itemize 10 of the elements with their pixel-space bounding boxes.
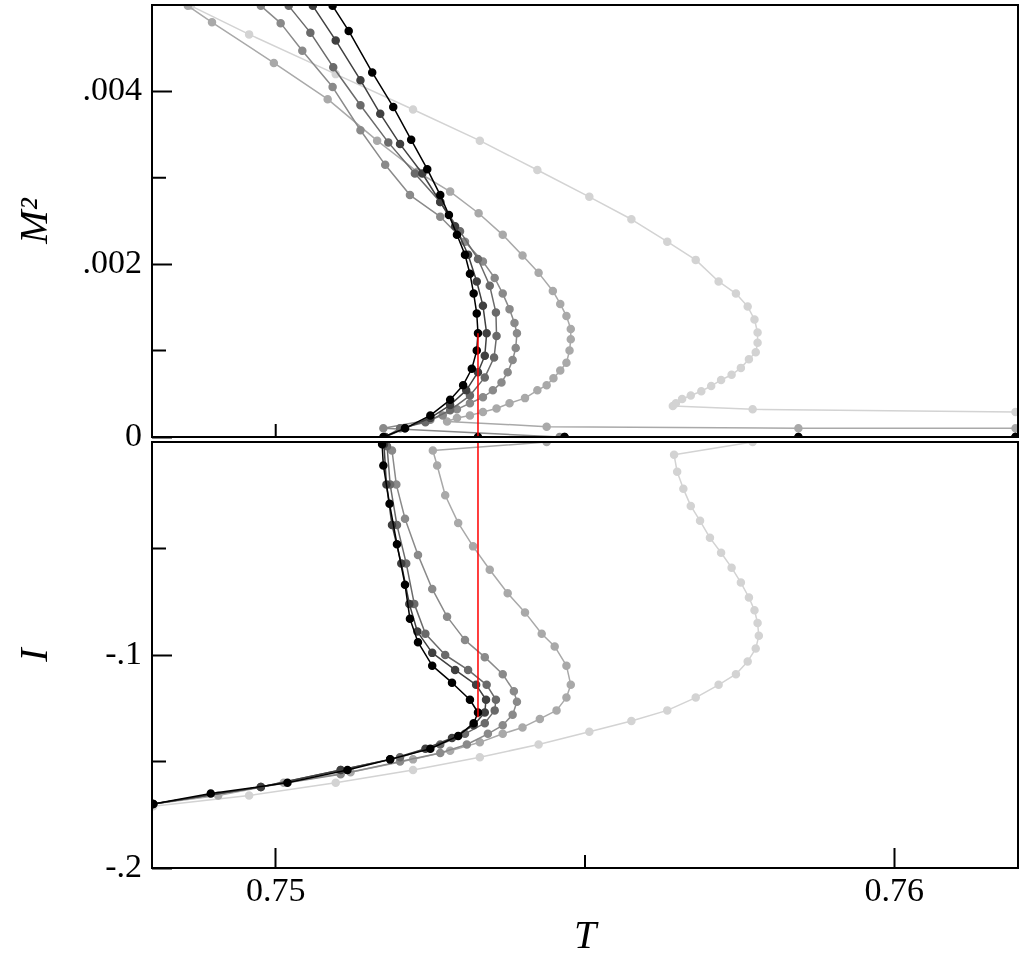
y-axis-title: M² (10, 197, 56, 245)
x-tick-label: 0.75 (245, 871, 306, 909)
y-axis-title: I (10, 646, 56, 663)
y-tick-label: .002 (82, 243, 142, 281)
y-tick-label: -.2 (105, 846, 142, 884)
y-tick-label: -.1 (105, 633, 142, 671)
x-axis-title: T (573, 911, 599, 957)
y-tick-label: .004 (82, 70, 142, 108)
y-tick-label: 0 (125, 415, 142, 453)
x-tick-label: 0.76 (864, 871, 925, 909)
